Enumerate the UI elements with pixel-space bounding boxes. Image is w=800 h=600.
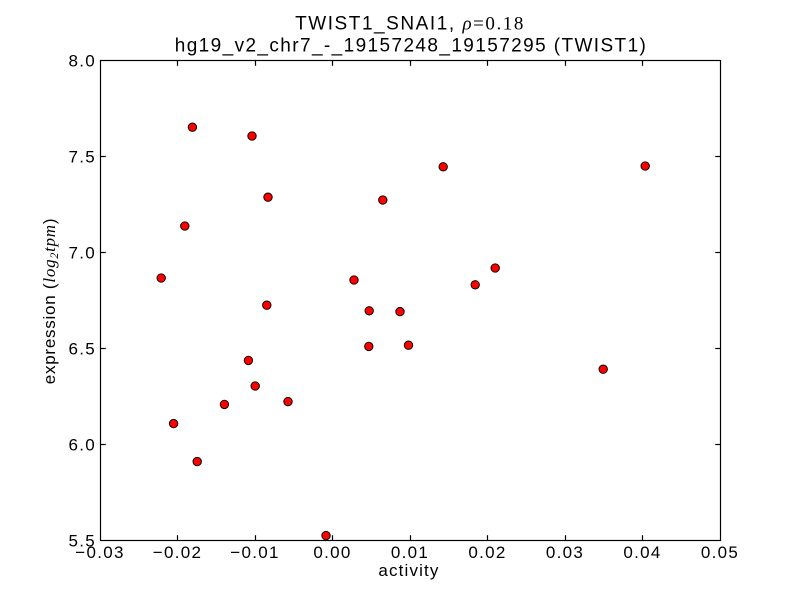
svg-text:0.02: 0.02	[468, 543, 506, 562]
svg-text:−0.01: −0.01	[230, 543, 280, 562]
svg-text:−0.02: −0.02	[153, 543, 203, 562]
svg-text:5.5: 5.5	[68, 531, 96, 550]
svg-text:activity: activity	[378, 561, 439, 580]
svg-text:0.05: 0.05	[701, 543, 739, 562]
svg-text:hg19_v2_chr7_-_19157248_191572: hg19_v2_chr7_-_19157248_19157295 (TWIST1…	[175, 36, 648, 57]
svg-text:7.5: 7.5	[68, 147, 96, 166]
svg-text:8.0: 8.0	[68, 51, 96, 70]
svg-text:6.0: 6.0	[68, 435, 96, 454]
svg-text:TWIST1_SNAI1, ρ=0.18: TWIST1_SNAI1, ρ=0.18	[295, 14, 525, 35]
svg-text:7.0: 7.0	[68, 243, 96, 262]
svg-text:0.01: 0.01	[391, 543, 429, 562]
svg-text:0.04: 0.04	[623, 543, 661, 562]
svg-text:0.03: 0.03	[546, 543, 584, 562]
svg-text:6.5: 6.5	[68, 339, 96, 358]
svg-text:expression (log2tpm): expression (log2tpm)	[40, 218, 61, 385]
svg-text:−0.03: −0.03	[75, 543, 125, 562]
svg-text:0.00: 0.00	[313, 543, 351, 562]
